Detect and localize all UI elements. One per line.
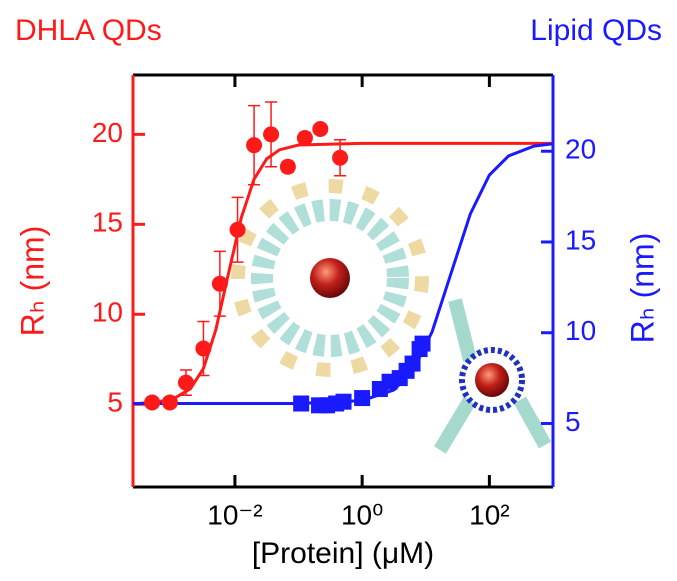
y2-tick-label: 5 [565,406,581,437]
marker [354,390,371,407]
marker [144,394,161,411]
y2-tick-label: 10 [565,315,596,346]
x-tick-label: 10⁰ [341,499,383,530]
y-tick-label: 15 [92,207,123,238]
illustration-dhla [231,179,429,377]
marker [293,395,310,412]
marker [414,335,431,352]
series-title: DHLA QDs [15,14,162,47]
marker [229,221,246,238]
marker [211,275,228,292]
marker [404,355,421,372]
marker [296,129,313,146]
marker [177,374,194,391]
y2-tick-label: 20 [565,134,596,165]
marker [335,393,352,410]
y-tick-label: 10 [92,297,123,328]
y2-tick-label: 15 [565,224,596,255]
marker [312,120,329,137]
y-tick-label: 20 [92,117,123,148]
x-tick-label: 10² [469,499,509,530]
fit-line [133,142,554,406]
series-title: Lipid QDs [530,14,662,47]
marker [279,158,296,175]
x-tick-label: 10⁻² [207,499,262,530]
marker [246,137,263,154]
marker [161,394,178,411]
x-axis-label: [Protein] (μM) [252,537,434,570]
marker [263,126,280,143]
marker [195,340,212,357]
y-tick-label: 5 [107,387,123,418]
illustration-lipid [433,298,552,454]
marker [332,149,349,166]
y-axis-label: Rₕ (nm) [14,226,50,337]
y2-axis-label: Rₕ (nm) [624,233,660,344]
